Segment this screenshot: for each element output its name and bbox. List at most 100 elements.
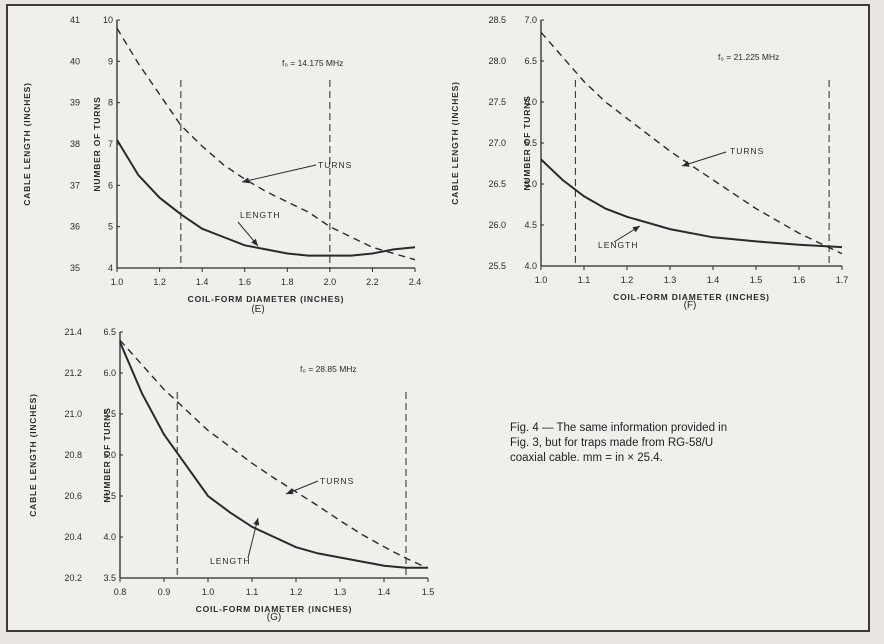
series-label-turns: TURNS <box>318 160 352 170</box>
length-tick-label: 27.5 <box>488 97 506 107</box>
turns-tick-label: 5.5 <box>524 138 537 148</box>
length-tick-label: 39 <box>70 98 80 108</box>
x-tick-label: 1.6 <box>793 275 806 285</box>
turns-tick-label: 4.5 <box>524 220 537 230</box>
turns-tick-label: 7.0 <box>524 15 537 25</box>
x-tick-label: 1.5 <box>422 587 435 597</box>
x-tick-label: 1.3 <box>334 587 347 597</box>
length-tick-label: 27.0 <box>488 138 506 148</box>
panel-label: (E) <box>251 304 264 315</box>
turns-tick-label: 6.0 <box>103 368 116 378</box>
length-tick-label: 38 <box>70 139 80 149</box>
series-label-turns: TURNS <box>730 146 764 156</box>
x-tick-label: 1.0 <box>202 587 215 597</box>
length-tick-label: 21.4 <box>64 327 82 337</box>
x-tick-label: 1.4 <box>378 587 391 597</box>
x-tick-label: 1.0 <box>111 277 124 287</box>
frequency-annotation: f₀ = 14.175 MHz <box>282 58 343 68</box>
x-tick-label: 1.2 <box>290 587 303 597</box>
turns-tick-label: 6.5 <box>103 327 116 337</box>
x-tick-label: 1.8 <box>281 277 294 287</box>
length-tick-label: 36 <box>70 222 80 232</box>
length-tick-label: 20.8 <box>64 450 82 460</box>
turns-tick-label: 5.5 <box>103 409 116 419</box>
y-axis-title-turns: NUMBER OF TURNS <box>102 407 112 502</box>
x-tick-label: 1.7 <box>836 275 849 285</box>
length-tick-label: 28.5 <box>488 15 506 25</box>
x-tick-label: 2.2 <box>366 277 379 287</box>
series-line-length <box>119 341 428 569</box>
x-tick-label: 1.1 <box>578 275 591 285</box>
length-tick-label: 35 <box>70 263 80 273</box>
panel-label: (F) <box>684 300 697 311</box>
arrow-head <box>632 226 640 233</box>
caption-line-1: Fig. 4 — The same information provided i… <box>510 422 728 434</box>
chart-panel-3: 0.8 0.9 1.0 1.1 1.2 1.3 1.4 1.5 20.2 20.4 20.6 20.8… <box>28 327 434 623</box>
turns-tick-label: 7 <box>108 139 113 149</box>
series-label-length: LENGTH <box>598 240 638 250</box>
length-tick-label: 26.0 <box>488 220 506 230</box>
arrow-head <box>682 161 690 167</box>
series-line-turns <box>540 31 843 255</box>
turns-tick-label: 10 <box>103 15 113 25</box>
length-tick-label: 41 <box>70 15 80 25</box>
length-tick-label: 26.5 <box>488 179 506 189</box>
turns-pointer <box>241 164 317 183</box>
caption-line-2: Fig. 3, but for traps made from RG-58/U <box>510 437 714 449</box>
turns-tick-label: 5.0 <box>103 450 116 460</box>
x-tick-label: 1.5 <box>750 275 763 285</box>
x-tick-label: 2.0 <box>324 277 337 287</box>
x-axis-title: COIL-FORM DIAMETER (INCHES) <box>613 292 770 302</box>
figure-caption: Fig. 4 — The same information provided i… <box>510 421 810 466</box>
series-label-length: LENGTH <box>210 556 250 566</box>
turns-tick-label: 4 <box>108 263 113 273</box>
chart-panel-1: 1.0 1.2 1.4 1.6 1.8 2.0 2.2 2.4 35 36 37 38 39 40 41 4 5… <box>22 15 421 315</box>
turns-tick-label: 5 <box>108 222 113 232</box>
x-tick-label: 1.3 <box>664 275 677 285</box>
arrow-head <box>242 177 250 184</box>
arrow-head <box>253 518 260 526</box>
turns-tick-label: 6.5 <box>524 56 537 66</box>
x-tick-label: 1.1 <box>246 587 259 597</box>
x-tick-label: 1.4 <box>707 275 720 285</box>
chart-panel-2: 1.0 1.1 1.2 1.3 1.4 1.5 1.6 1.7 25.5 26.0 26.5 27.0… <box>450 15 848 311</box>
series-line-turns <box>116 27 416 261</box>
length-tick-label: 21.0 <box>64 409 82 419</box>
y-axis-title-length: CABLE LENGTH (INCHES) <box>28 393 38 517</box>
series-label-length: LENGTH <box>240 210 280 220</box>
length-tick-label: 25.5 <box>488 261 506 271</box>
x-tick-label: 1.4 <box>196 277 209 287</box>
turns-tick-label: 4.5 <box>103 491 116 501</box>
x-tick-label: 1.2 <box>153 277 166 287</box>
turns-tick-label: 6 <box>108 180 113 190</box>
x-axis-title: COIL-FORM DIAMETER (INCHES) <box>188 294 345 304</box>
arrow-head <box>251 238 258 246</box>
frequency-annotation: f₀ = 21.225 MHz <box>718 52 779 62</box>
length-tick-label: 20.4 <box>64 532 82 542</box>
series-line-turns <box>119 339 429 569</box>
turns-pointer <box>681 151 727 167</box>
x-tick-label: 1.2 <box>621 275 634 285</box>
turns-tick-label: 3.5 <box>103 573 116 583</box>
x-tick-label: 1.6 <box>238 277 251 287</box>
x-axis-title: COIL-FORM DIAMETER (INCHES) <box>196 604 353 614</box>
x-tick-label: 0.9 <box>158 587 171 597</box>
x-tick-label: 0.8 <box>114 587 127 597</box>
turns-tick-label: 8 <box>108 98 113 108</box>
frequency-annotation: f₀ = 28.85 MHz <box>300 364 357 374</box>
y-axis-title-turns: NUMBER OF TURNS <box>522 95 532 190</box>
turns-tick-label: 4.0 <box>103 532 116 542</box>
x-tick-label: 1.0 <box>535 275 548 285</box>
y-axis-title-length: CABLE LENGTH (INCHES) <box>450 81 460 205</box>
y-axis-title-length: CABLE LENGTH (INCHES) <box>22 82 32 206</box>
turns-tick-label: 5.0 <box>524 179 537 189</box>
series-line-length <box>116 139 416 257</box>
length-tick-label: 40 <box>70 56 80 66</box>
x-tick-label: 2.4 <box>409 277 422 287</box>
y-axis-title-turns: NUMBER OF TURNS <box>92 96 102 191</box>
turns-tick-label: 6.0 <box>524 97 537 107</box>
length-tick-label: 28.0 <box>488 56 506 66</box>
turns-tick-label: 9 <box>108 56 113 66</box>
